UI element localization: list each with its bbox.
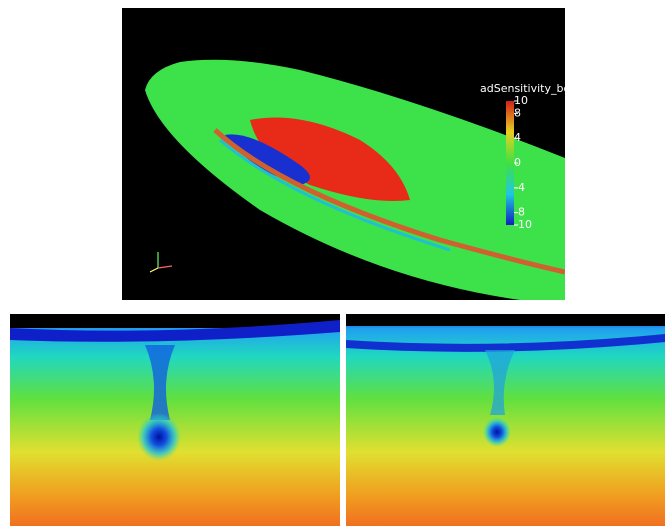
- wing-render: 108 4 0 -4 -8-10 adSensitivity_bo: [122, 8, 570, 300]
- colorbar-tick-label: 8: [514, 106, 521, 119]
- figure: 108 4 0 -4 -8-10 adSensitivity_bo: [0, 0, 665, 526]
- slice-right: [346, 314, 665, 526]
- colorbar-tick-label: 10: [514, 94, 528, 107]
- colorbar: [506, 101, 514, 225]
- colorbar-tick-label: 0: [514, 156, 521, 169]
- colorbar-title: adSensitivity_bo: [480, 82, 570, 95]
- colorbar-tick-label: -4: [514, 181, 525, 194]
- colorbar-tick-label: -10: [514, 218, 532, 231]
- slice-left: [10, 314, 340, 526]
- colorbar-tick-label: 4: [514, 131, 521, 144]
- colorbar-tick-label: -8: [514, 206, 525, 219]
